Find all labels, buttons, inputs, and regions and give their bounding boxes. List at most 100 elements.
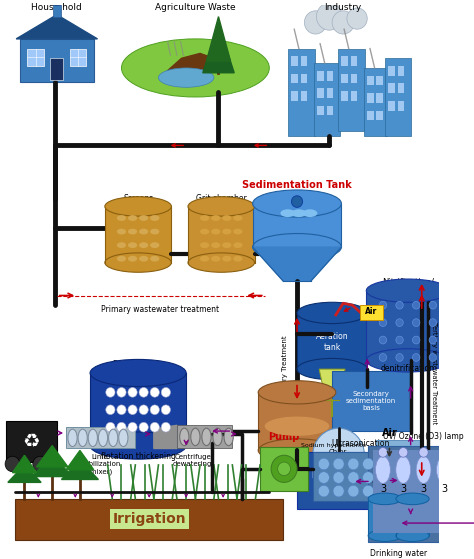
Circle shape [304, 11, 327, 34]
Ellipse shape [200, 242, 209, 248]
Ellipse shape [396, 530, 429, 542]
FancyBboxPatch shape [90, 373, 186, 446]
Ellipse shape [150, 229, 159, 234]
FancyBboxPatch shape [327, 106, 333, 115]
Circle shape [106, 405, 115, 415]
FancyBboxPatch shape [332, 371, 410, 431]
Ellipse shape [297, 358, 367, 380]
Circle shape [117, 405, 126, 415]
Circle shape [278, 462, 291, 476]
Circle shape [150, 423, 159, 432]
Text: Screens: Screens [123, 193, 153, 202]
Ellipse shape [99, 429, 108, 447]
Ellipse shape [264, 416, 329, 436]
Ellipse shape [158, 68, 214, 87]
Circle shape [379, 336, 387, 344]
Circle shape [161, 405, 171, 415]
Circle shape [332, 11, 354, 34]
Ellipse shape [233, 256, 243, 262]
FancyBboxPatch shape [258, 392, 336, 451]
FancyBboxPatch shape [66, 427, 136, 448]
Ellipse shape [109, 429, 118, 447]
FancyBboxPatch shape [376, 93, 383, 103]
Text: Primary wastewater treatment: Primary wastewater treatment [101, 305, 219, 314]
Ellipse shape [121, 39, 269, 97]
Circle shape [446, 319, 453, 326]
FancyBboxPatch shape [398, 101, 404, 111]
Circle shape [317, 3, 342, 30]
Circle shape [429, 319, 437, 326]
Circle shape [412, 354, 420, 361]
Polygon shape [62, 460, 99, 480]
FancyBboxPatch shape [373, 451, 473, 533]
FancyBboxPatch shape [389, 66, 395, 75]
Circle shape [396, 319, 403, 326]
Circle shape [318, 458, 329, 470]
FancyBboxPatch shape [297, 313, 367, 369]
Circle shape [446, 301, 453, 309]
Circle shape [106, 423, 115, 432]
Polygon shape [12, 455, 36, 473]
Text: UV/ Ozone (O3) lamp: UV/ Ozone (O3) lamp [383, 432, 464, 440]
Ellipse shape [202, 428, 211, 446]
Circle shape [150, 405, 159, 415]
Circle shape [392, 472, 403, 484]
Polygon shape [16, 15, 98, 39]
FancyBboxPatch shape [105, 206, 172, 263]
Text: Disinfection
tank: Disinfection tank [311, 471, 357, 490]
Polygon shape [53, 0, 61, 5]
FancyBboxPatch shape [375, 440, 422, 508]
Ellipse shape [258, 439, 336, 462]
Polygon shape [207, 17, 230, 61]
Text: Aeration
tank: Aeration tank [316, 332, 348, 352]
Ellipse shape [297, 302, 367, 324]
FancyBboxPatch shape [292, 56, 298, 66]
Ellipse shape [396, 456, 410, 484]
Text: 3: 3 [380, 484, 386, 494]
Circle shape [363, 458, 374, 470]
Circle shape [5, 456, 20, 472]
FancyBboxPatch shape [351, 91, 357, 101]
Ellipse shape [150, 256, 159, 262]
FancyBboxPatch shape [188, 206, 255, 263]
FancyBboxPatch shape [368, 446, 474, 542]
FancyBboxPatch shape [15, 499, 283, 539]
Ellipse shape [253, 190, 341, 217]
FancyBboxPatch shape [301, 74, 307, 83]
Ellipse shape [258, 381, 336, 404]
FancyBboxPatch shape [351, 74, 357, 83]
Text: Tertiary wastewater Treatment: Tertiary wastewater Treatment [431, 322, 437, 424]
Text: flotation thickening: flotation thickening [100, 452, 175, 461]
Text: Dissolved air: Dissolved air [113, 360, 163, 369]
FancyBboxPatch shape [253, 203, 341, 247]
Ellipse shape [180, 428, 189, 446]
Circle shape [292, 196, 302, 207]
Circle shape [128, 423, 137, 432]
Text: 3: 3 [420, 484, 427, 494]
FancyBboxPatch shape [53, 5, 61, 17]
Circle shape [347, 8, 367, 29]
Circle shape [333, 485, 344, 497]
Ellipse shape [117, 229, 126, 234]
Text: Activated sludge: Activated sludge [348, 387, 406, 394]
Circle shape [396, 301, 403, 309]
FancyBboxPatch shape [6, 421, 57, 462]
Polygon shape [319, 369, 345, 400]
FancyBboxPatch shape [368, 499, 401, 536]
FancyBboxPatch shape [301, 91, 307, 101]
Circle shape [363, 472, 374, 484]
FancyBboxPatch shape [389, 101, 395, 111]
Ellipse shape [117, 242, 126, 248]
Circle shape [377, 485, 389, 497]
FancyBboxPatch shape [360, 305, 383, 320]
Ellipse shape [292, 209, 306, 217]
Text: Sodium hypochlorite: Sodium hypochlorite [301, 443, 366, 448]
Polygon shape [163, 54, 214, 75]
Text: Irrigation: Irrigation [112, 512, 186, 526]
Text: Secondary Treatment: Secondary Treatment [282, 335, 288, 410]
Ellipse shape [191, 428, 200, 446]
Text: Ultrasonication: Ultrasonication [332, 438, 390, 448]
FancyBboxPatch shape [366, 291, 449, 361]
Ellipse shape [90, 359, 186, 386]
Polygon shape [66, 451, 94, 470]
